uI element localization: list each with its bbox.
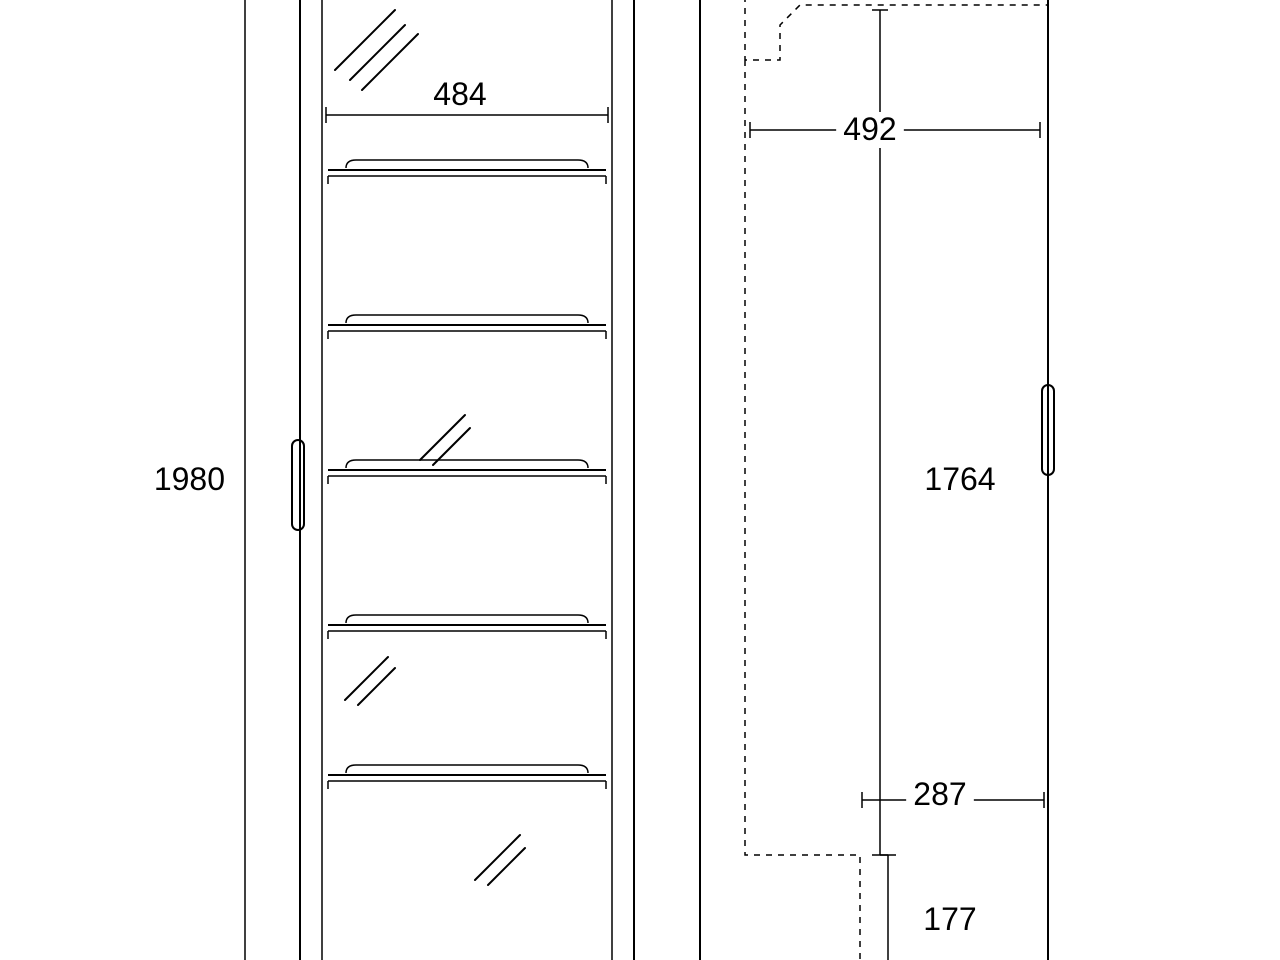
shelf <box>328 315 606 339</box>
shelf <box>328 460 606 484</box>
shelf <box>328 160 606 184</box>
dimension-287: 287 <box>913 776 966 812</box>
glass-hatch <box>335 10 395 70</box>
glass-hatch <box>358 668 395 705</box>
glass-hatch <box>362 34 418 90</box>
glass-hatch <box>350 25 405 80</box>
shelf <box>328 615 606 639</box>
shelf <box>328 765 606 789</box>
left-handle <box>292 440 304 530</box>
glass-hatch <box>345 657 388 700</box>
dimension-492: 492 <box>843 111 896 147</box>
glass-hatch <box>475 835 520 880</box>
glass-hatch <box>420 415 465 460</box>
dimension-484: 484 <box>433 76 486 112</box>
left-cabinet-outer <box>300 0 634 960</box>
left-cabinet-inner <box>322 0 612 960</box>
dimension-1764: 1764 <box>924 461 995 497</box>
dimension-177: 177 <box>923 901 976 937</box>
glass-hatch <box>488 848 525 885</box>
dimension-1980: 1980 <box>154 461 225 497</box>
